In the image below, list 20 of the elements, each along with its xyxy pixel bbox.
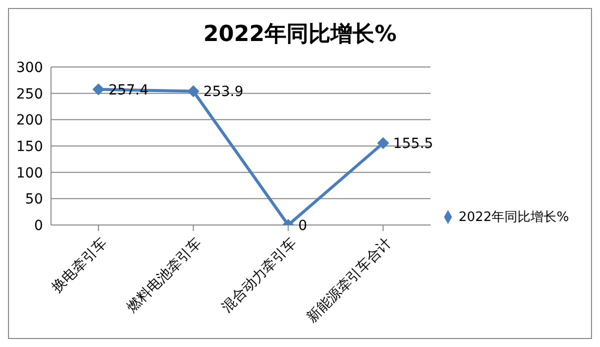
data-label: 253.9 (203, 84, 244, 100)
data-label: 155.5 (393, 136, 434, 152)
y-tick-label: 100 (16, 165, 43, 182)
point (187, 85, 200, 98)
chart-title: 2022年同比增长% (202, 21, 398, 49)
data-label: 257.4 (108, 82, 149, 98)
x-tick-label: 混合动力牵引车 (219, 235, 300, 316)
data-label: 0 (298, 218, 308, 234)
point (92, 83, 104, 96)
y-tick-label: 0 (34, 218, 43, 234)
y-tick-label: 150 (16, 138, 43, 155)
y-tick-label: 300 (16, 60, 43, 76)
y-tick-label: 250 (16, 86, 43, 102)
y-tick-label: 50 (25, 192, 43, 208)
x-tick-label: 燃料电池牵引车 (124, 235, 205, 316)
y-tick-label: 200 (16, 112, 43, 129)
x-tick-label: 换电牵引车 (49, 235, 110, 296)
x-tick-label: 新能源牵引车合计 (304, 235, 395, 326)
legend-label: 2022年同比增长% (458, 210, 569, 225)
point (377, 137, 390, 150)
